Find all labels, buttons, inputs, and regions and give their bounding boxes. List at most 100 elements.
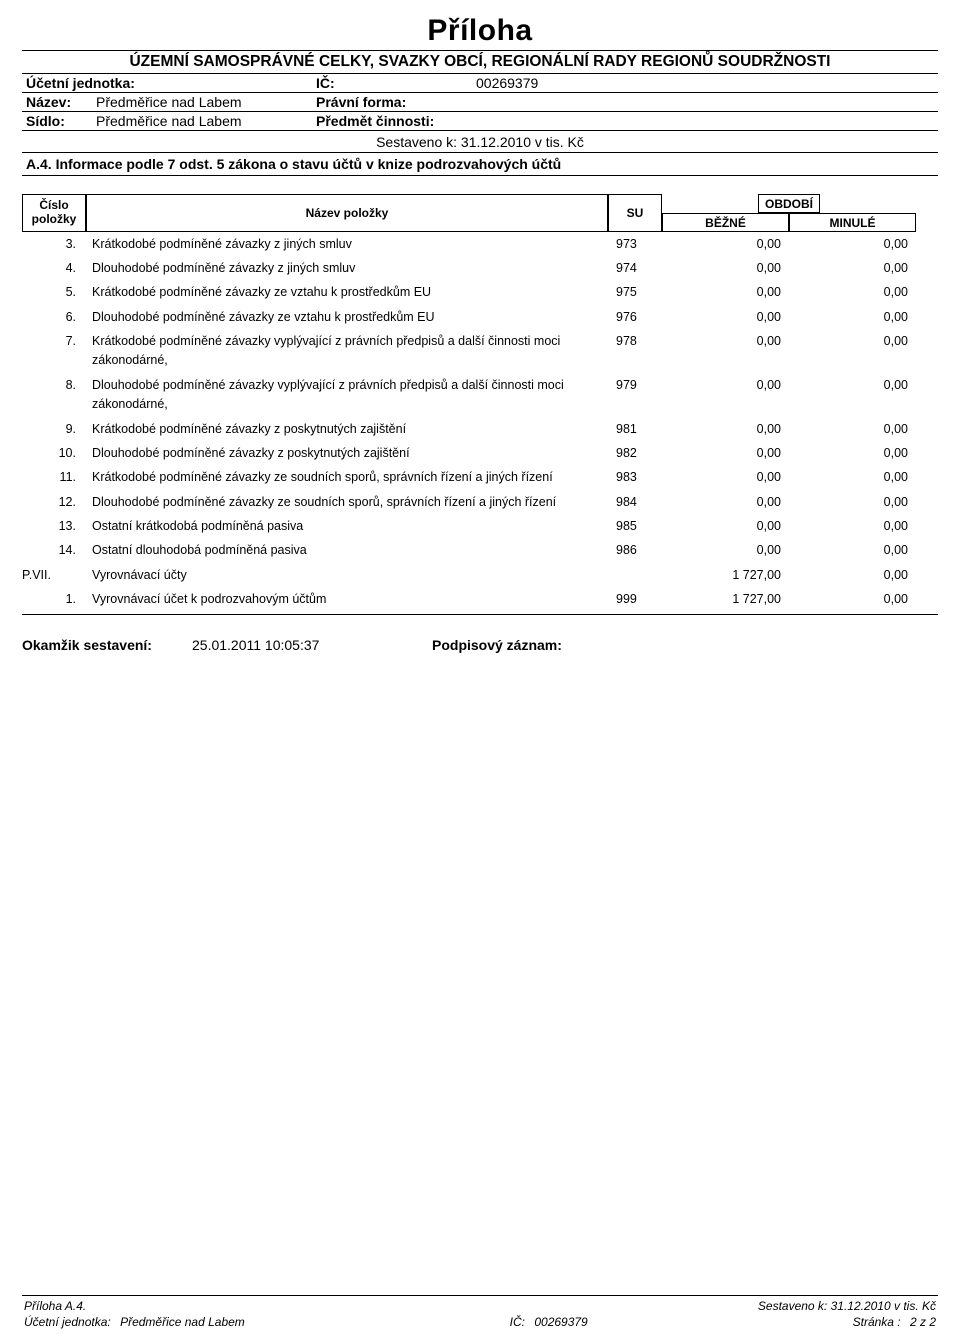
cell-number: 3.	[22, 232, 86, 256]
timestamp-label: Okamžik sestavení:	[22, 637, 192, 653]
th-previous: MINULÉ	[789, 213, 916, 232]
compiled-date: Sestaveno k: 31.12.2010 v tis. Kč	[22, 131, 938, 152]
document-title: Příloha	[22, 14, 938, 48]
cell-current: 0,00	[662, 256, 789, 280]
page: Příloha ÚZEMNÍ SAMOSPRÁVNÉ CELKY, SVAZKY…	[0, 0, 960, 1338]
cell-name: Dlouhodobé podmíněné závazky ze vztahu k…	[86, 305, 608, 329]
cell-number: 11.	[22, 466, 86, 490]
table-row: 7.Krátkodobé podmíněné závazky vyplývají…	[22, 330, 938, 374]
cell-name: Dlouhodobé podmíněné závazky z poskytnut…	[86, 441, 608, 465]
unit-label: Účetní jednotka:	[26, 75, 166, 91]
cell-name: Ostatní dlouhodobá podmíněná pasiva	[86, 539, 608, 563]
seat-label: Sídlo:	[26, 113, 96, 129]
cell-previous: 0,00	[789, 256, 916, 280]
table-row: 5.Krátkodobé podmíněné závazky ze vztahu…	[22, 281, 938, 305]
ic-label: IČ:	[316, 75, 356, 91]
cell-number: 4.	[22, 256, 86, 280]
form-label: Právní forma:	[316, 94, 456, 110]
cell-su: 985	[608, 515, 662, 539]
subtitle-row: ÚZEMNÍ SAMOSPRÁVNÉ CELKY, SVAZKY OBCÍ, R…	[22, 50, 938, 74]
ic-value: 00269379	[356, 75, 934, 91]
th-period: OBDOBÍ	[758, 194, 820, 213]
cell-name: Krátkodobé podmíněné závazky z jiných sm…	[86, 232, 608, 256]
cell-previous: 0,00	[789, 515, 916, 539]
table-header-row: Číslo položky Název položky SU OBDOBÍ BĚ…	[22, 194, 938, 232]
cell-previous: 0,00	[789, 417, 916, 441]
footer-right-1: Sestaveno k: 31.12.2010 v tis. Kč	[758, 1299, 936, 1313]
cell-number: 1.	[22, 588, 86, 612]
cell-previous: 0,00	[789, 281, 916, 305]
cell-name: Krátkodobé podmíněné závazky z poskytnut…	[86, 417, 608, 441]
document-subtitle: ÚZEMNÍ SAMOSPRÁVNÉ CELKY, SVAZKY OBCÍ, R…	[26, 53, 934, 71]
cell-su: 982	[608, 441, 662, 465]
cell-current: 0,00	[662, 232, 789, 256]
cell-previous: 0,00	[789, 373, 916, 417]
table-row: 10.Dlouhodobé podmíněné závazky z poskyt…	[22, 441, 938, 465]
cell-su: 976	[608, 305, 662, 329]
cell-number: 6.	[22, 305, 86, 329]
th-period-group: OBDOBÍ BĚŽNÉ MINULÉ	[662, 194, 916, 232]
th-period-sub: BĚŽNÉ MINULÉ	[662, 213, 916, 232]
meta-row-name: Název: Předměřice nad Labem Právní forma…	[22, 93, 938, 112]
table-row: 9.Krátkodobé podmíněné závazky z poskytn…	[22, 417, 938, 441]
cell-current: 1 727,00	[662, 563, 789, 587]
cell-su: 999	[608, 588, 662, 612]
cell-current: 0,00	[662, 515, 789, 539]
table-row: 3.Krátkodobé podmíněné závazky z jiných …	[22, 232, 938, 256]
cell-current: 0,00	[662, 441, 789, 465]
cell-current: 0,00	[662, 305, 789, 329]
meta-row-seat: Sídlo: Předměřice nad Labem Předmět činn…	[22, 112, 938, 131]
signature-label: Podpisový záznam:	[432, 637, 562, 653]
seat-value: Předměřice nad Labem	[96, 113, 316, 129]
page-footer: Příloha A.4. Sestaveno k: 31.12.2010 v t…	[22, 1295, 938, 1330]
th-current: BĚŽNÉ	[662, 213, 789, 232]
footer-mid2-value: 00269379	[534, 1315, 587, 1329]
cell-number: 10.	[22, 441, 86, 465]
table-row: 13.Ostatní krátkodobá podmíněná pasiva98…	[22, 515, 938, 539]
footer-right2-value: 2 z 2	[910, 1315, 936, 1329]
unit-value	[166, 75, 316, 91]
cell-number: 12.	[22, 490, 86, 514]
cell-su: 975	[608, 281, 662, 305]
cell-previous: 0,00	[789, 563, 916, 587]
footer-left2-value: Předměřice nad Labem	[120, 1315, 245, 1329]
cell-current: 0,00	[662, 466, 789, 490]
cell-current: 0,00	[662, 373, 789, 417]
table-row: P.VII.Vyrovnávací účty1 727,000,00	[22, 563, 938, 587]
table-row: 14.Ostatní dlouhodobá podmíněná pasiva98…	[22, 539, 938, 563]
footer-right2-label: Stránka :	[853, 1315, 901, 1329]
cell-previous: 0,00	[789, 588, 916, 612]
cell-name: Ostatní krátkodobá podmíněná pasiva	[86, 515, 608, 539]
cell-name: Vyrovnávací účet k podrozvahovým účtům	[86, 588, 608, 612]
footer-mid-2: IČ: 00269379	[245, 1315, 853, 1329]
th-su: SU	[608, 194, 662, 232]
table-row: 6.Dlouhodobé podmíněné závazky ze vztahu…	[22, 305, 938, 329]
table-bottom-rule	[22, 614, 938, 615]
cell-su: 978	[608, 330, 662, 374]
cell-number: P.VII.	[22, 563, 86, 587]
footer-left-2: Účetní jednotka: Předměřice nad Labem	[24, 1315, 245, 1329]
footer-right-2: Stránka : 2 z 2	[853, 1315, 936, 1329]
cell-su: 984	[608, 490, 662, 514]
cell-name: Dlouhodobé podmíněné závazky z jiných sm…	[86, 256, 608, 280]
data-table: Číslo položky Název položky SU OBDOBÍ BĚ…	[22, 194, 938, 615]
name-value: Předměřice nad Labem	[96, 94, 316, 110]
cell-current: 1 727,00	[662, 588, 789, 612]
cell-su: 973	[608, 232, 662, 256]
timestamp-row: Okamžik sestavení: 25.01.2011 10:05:37 P…	[22, 637, 938, 653]
footer-left-1: Příloha A.4.	[24, 1299, 86, 1313]
activity-label: Předmět činnosti:	[316, 113, 456, 129]
cell-su: 983	[608, 466, 662, 490]
cell-number: 5.	[22, 281, 86, 305]
cell-current: 0,00	[662, 539, 789, 563]
table-row: 12.Dlouhodobé podmíněné závazky ze soudn…	[22, 490, 938, 514]
cell-number: 7.	[22, 330, 86, 374]
cell-su: 981	[608, 417, 662, 441]
cell-number: 13.	[22, 515, 86, 539]
cell-current: 0,00	[662, 417, 789, 441]
cell-name: Krátkodobé podmíněné závazky ze vztahu k…	[86, 281, 608, 305]
footer-mid2-label: IČ:	[510, 1315, 525, 1329]
cell-current: 0,00	[662, 490, 789, 514]
cell-previous: 0,00	[789, 305, 916, 329]
th-name: Název položky	[86, 194, 608, 232]
